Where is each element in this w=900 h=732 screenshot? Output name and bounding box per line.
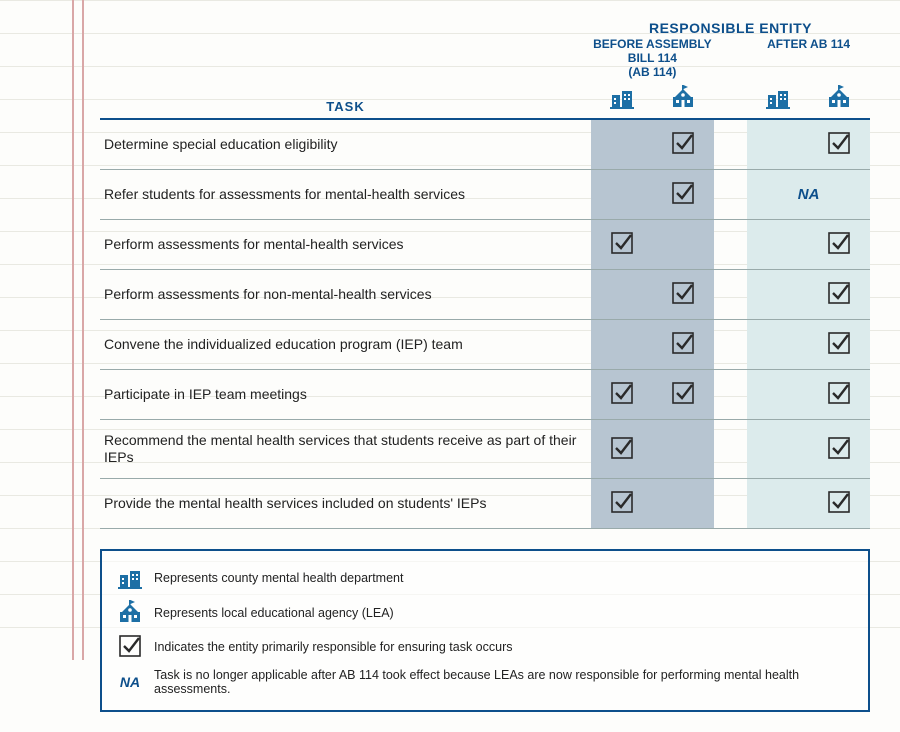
county-icon	[610, 96, 634, 113]
header-responsible-entity: RESPONSIBLE ENTITY	[591, 20, 870, 38]
school-icon	[827, 96, 851, 113]
task-label-cell: Refer students for assessments for menta…	[100, 170, 591, 220]
task-label-cell: Recommend the mental health services tha…	[100, 420, 591, 479]
check-icon	[116, 635, 144, 660]
table-cell	[591, 370, 652, 420]
legend-text-lea: Represents local educational agency (LEA…	[154, 606, 394, 620]
legend-box: Represents county mental health departme…	[100, 549, 870, 712]
spacer-cell	[714, 370, 747, 420]
table-row: Participate in IEP team meetings	[100, 370, 870, 420]
table-cell	[652, 220, 713, 270]
task-label-cell: Perform assessments for non-mental-healt…	[100, 270, 591, 320]
table-cell	[747, 220, 808, 270]
table-row: Perform assessments for mental-health se…	[100, 220, 870, 270]
spacer-cell	[714, 119, 747, 170]
legend-text-check: Indicates the entity primarily responsib…	[154, 640, 513, 654]
check-icon	[611, 232, 633, 254]
table-cell	[747, 270, 808, 320]
spacer-cell	[714, 478, 747, 528]
check-icon	[828, 282, 850, 304]
table-cell	[747, 420, 808, 479]
table-row: Refer students for assessments for menta…	[100, 170, 870, 220]
county-icon	[116, 565, 144, 592]
check-icon	[672, 382, 694, 404]
table-cell	[591, 220, 652, 270]
check-icon	[828, 491, 850, 513]
table-cell	[809, 119, 870, 170]
check-icon	[611, 491, 633, 513]
spacer-cell	[714, 170, 747, 220]
table-cell	[591, 119, 652, 170]
task-label-cell: Participate in IEP team meetings	[100, 370, 591, 420]
legend-text-county: Represents county mental health departme…	[154, 571, 403, 585]
check-icon	[672, 132, 694, 154]
table-cell	[809, 320, 870, 370]
legend-row-lea: Represents local educational agency (LEA…	[116, 596, 854, 631]
table-cell	[652, 119, 713, 170]
na-mark: NA	[798, 186, 820, 203]
county-icon	[766, 96, 790, 113]
spacer-cell	[714, 420, 747, 479]
spacer-cell	[714, 320, 747, 370]
main-content: RESPONSIBLE ENTITY BEFORE ASSEMBLY BILL …	[0, 0, 900, 732]
table-row: Provide the mental health services inclu…	[100, 478, 870, 528]
table-row: Recommend the mental health services tha…	[100, 420, 870, 479]
table-cell	[652, 170, 713, 220]
table-cell	[591, 170, 652, 220]
check-icon	[828, 382, 850, 404]
legend-row-na: NA Task is no longer applicable after AB…	[116, 664, 854, 700]
table-row: Perform assessments for non-mental-healt…	[100, 270, 870, 320]
school-icon	[671, 96, 695, 113]
table-cell	[747, 478, 808, 528]
task-label-cell: Perform assessments for mental-health se…	[100, 220, 591, 270]
table-cell	[652, 478, 713, 528]
spacer-cell	[714, 270, 747, 320]
table-cell	[747, 370, 808, 420]
table-cell	[747, 320, 808, 370]
legend-row-county: Represents county mental health departme…	[116, 561, 854, 596]
check-icon	[672, 332, 694, 354]
task-label-cell: Determine special education eligibility	[100, 119, 591, 170]
check-icon	[828, 437, 850, 459]
table-cell	[591, 420, 652, 479]
spacer-cell	[714, 220, 747, 270]
header-task-label: TASK	[100, 83, 591, 119]
table-cell: NA	[747, 170, 870, 220]
check-icon	[828, 232, 850, 254]
table-cell	[809, 478, 870, 528]
legend-text-na: Task is no longer applicable after AB 11…	[154, 668, 854, 696]
table-cell	[652, 270, 713, 320]
table-cell	[591, 270, 652, 320]
table-cell	[747, 119, 808, 170]
table-row: Convene the individualized education pro…	[100, 320, 870, 370]
table-cell	[809, 270, 870, 320]
check-icon	[611, 437, 633, 459]
table-cell	[652, 320, 713, 370]
legend-row-check: Indicates the entity primarily responsib…	[116, 631, 854, 664]
task-label-cell: Convene the individualized education pro…	[100, 320, 591, 370]
table-cell	[652, 370, 713, 420]
header-before: BEFORE ASSEMBLY BILL 114 (AB 114)	[591, 38, 714, 83]
header-after: AFTER AB 114	[747, 38, 870, 83]
task-label-cell: Provide the mental health services inclu…	[100, 478, 591, 528]
table-cell	[591, 478, 652, 528]
check-icon	[672, 182, 694, 204]
check-icon	[611, 382, 633, 404]
school-icon	[116, 600, 144, 627]
check-icon	[828, 332, 850, 354]
table-cell	[809, 370, 870, 420]
table-row: Determine special education eligibility	[100, 119, 870, 170]
table-cell	[652, 420, 713, 479]
na-symbol: NA	[116, 674, 144, 690]
responsibility-table: RESPONSIBLE ENTITY BEFORE ASSEMBLY BILL …	[100, 20, 870, 529]
table-cell	[809, 420, 870, 479]
table-cell	[591, 320, 652, 370]
check-icon	[828, 132, 850, 154]
check-icon	[672, 282, 694, 304]
table-cell	[809, 220, 870, 270]
